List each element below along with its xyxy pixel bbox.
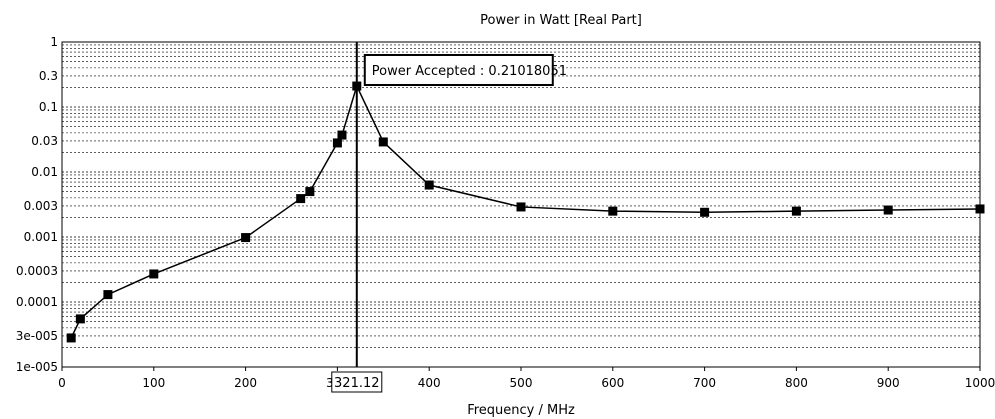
- data-point-marker: [337, 130, 347, 140]
- cursor-frequency-label: 321.12: [331, 371, 383, 393]
- x-tick-label: 100: [142, 376, 165, 390]
- x-tick-label: 600: [601, 376, 624, 390]
- y-tick-label: 0.03: [31, 134, 58, 148]
- data-point-marker: [975, 204, 985, 214]
- y-tick-label: 0.1: [39, 100, 58, 114]
- data-point-marker: [700, 207, 710, 217]
- y-tick-label: 0.0001: [16, 295, 58, 309]
- x-axis-ticks: 01002003004005006007008009001000: [58, 367, 995, 390]
- data-point-marker: [791, 206, 801, 216]
- data-point-marker: [883, 205, 893, 215]
- power-accepted-annotation: Power Accepted : 0.21018051: [363, 54, 567, 86]
- data-point-marker: [424, 180, 434, 190]
- data-point-marker: [608, 206, 618, 216]
- y-tick-label: 0.3: [39, 69, 58, 83]
- series-line: [70, 83, 981, 339]
- y-tick-label: 1e-005: [16, 360, 58, 374]
- grid: [62, 41, 980, 368]
- y-tick-label: 3e-005: [16, 329, 58, 343]
- data-point-marker: [305, 187, 315, 197]
- data-point-marker: [296, 194, 306, 204]
- x-tick-label: 200: [234, 376, 257, 390]
- x-tick-label: 0: [58, 376, 66, 390]
- x-tick-label: 800: [785, 376, 808, 390]
- y-tick-label: 1: [50, 35, 58, 49]
- x-tick-label: 900: [877, 376, 900, 390]
- chart-title: Power in Watt [Real Part]: [480, 13, 642, 28]
- cursor-frequency-value: 321.12: [334, 376, 380, 391]
- data-point-marker: [75, 314, 85, 324]
- x-tick-label: 1000: [965, 376, 995, 390]
- y-tick-label: 0.003: [24, 199, 58, 213]
- data-point-marker: [516, 202, 526, 212]
- x-tick-label: 700: [693, 376, 716, 390]
- data-point-marker: [149, 269, 159, 279]
- data-point-marker: [66, 333, 76, 343]
- data-point-marker: [241, 233, 251, 243]
- series-markers: [66, 81, 985, 343]
- y-axis-ticks: 1 0.3 0.1 0.03 0.01 0.003 0.001 0.0003 0.0001 3e-…: [16, 35, 58, 374]
- x-tick-label: 500: [510, 376, 533, 390]
- y-tick-label: 0.0003: [16, 264, 58, 278]
- x-tick-label: 400: [418, 376, 441, 390]
- y-tick-label: 0.001: [24, 230, 58, 244]
- data-point-marker: [103, 290, 113, 300]
- x-axis-label: Frequency / MHz: [467, 403, 575, 418]
- y-tick-label: 0.01: [31, 165, 58, 179]
- data-point-marker: [378, 137, 388, 147]
- data-point-marker: [332, 138, 342, 148]
- power-accepted-text: Power Accepted : 0.21018051: [372, 64, 567, 79]
